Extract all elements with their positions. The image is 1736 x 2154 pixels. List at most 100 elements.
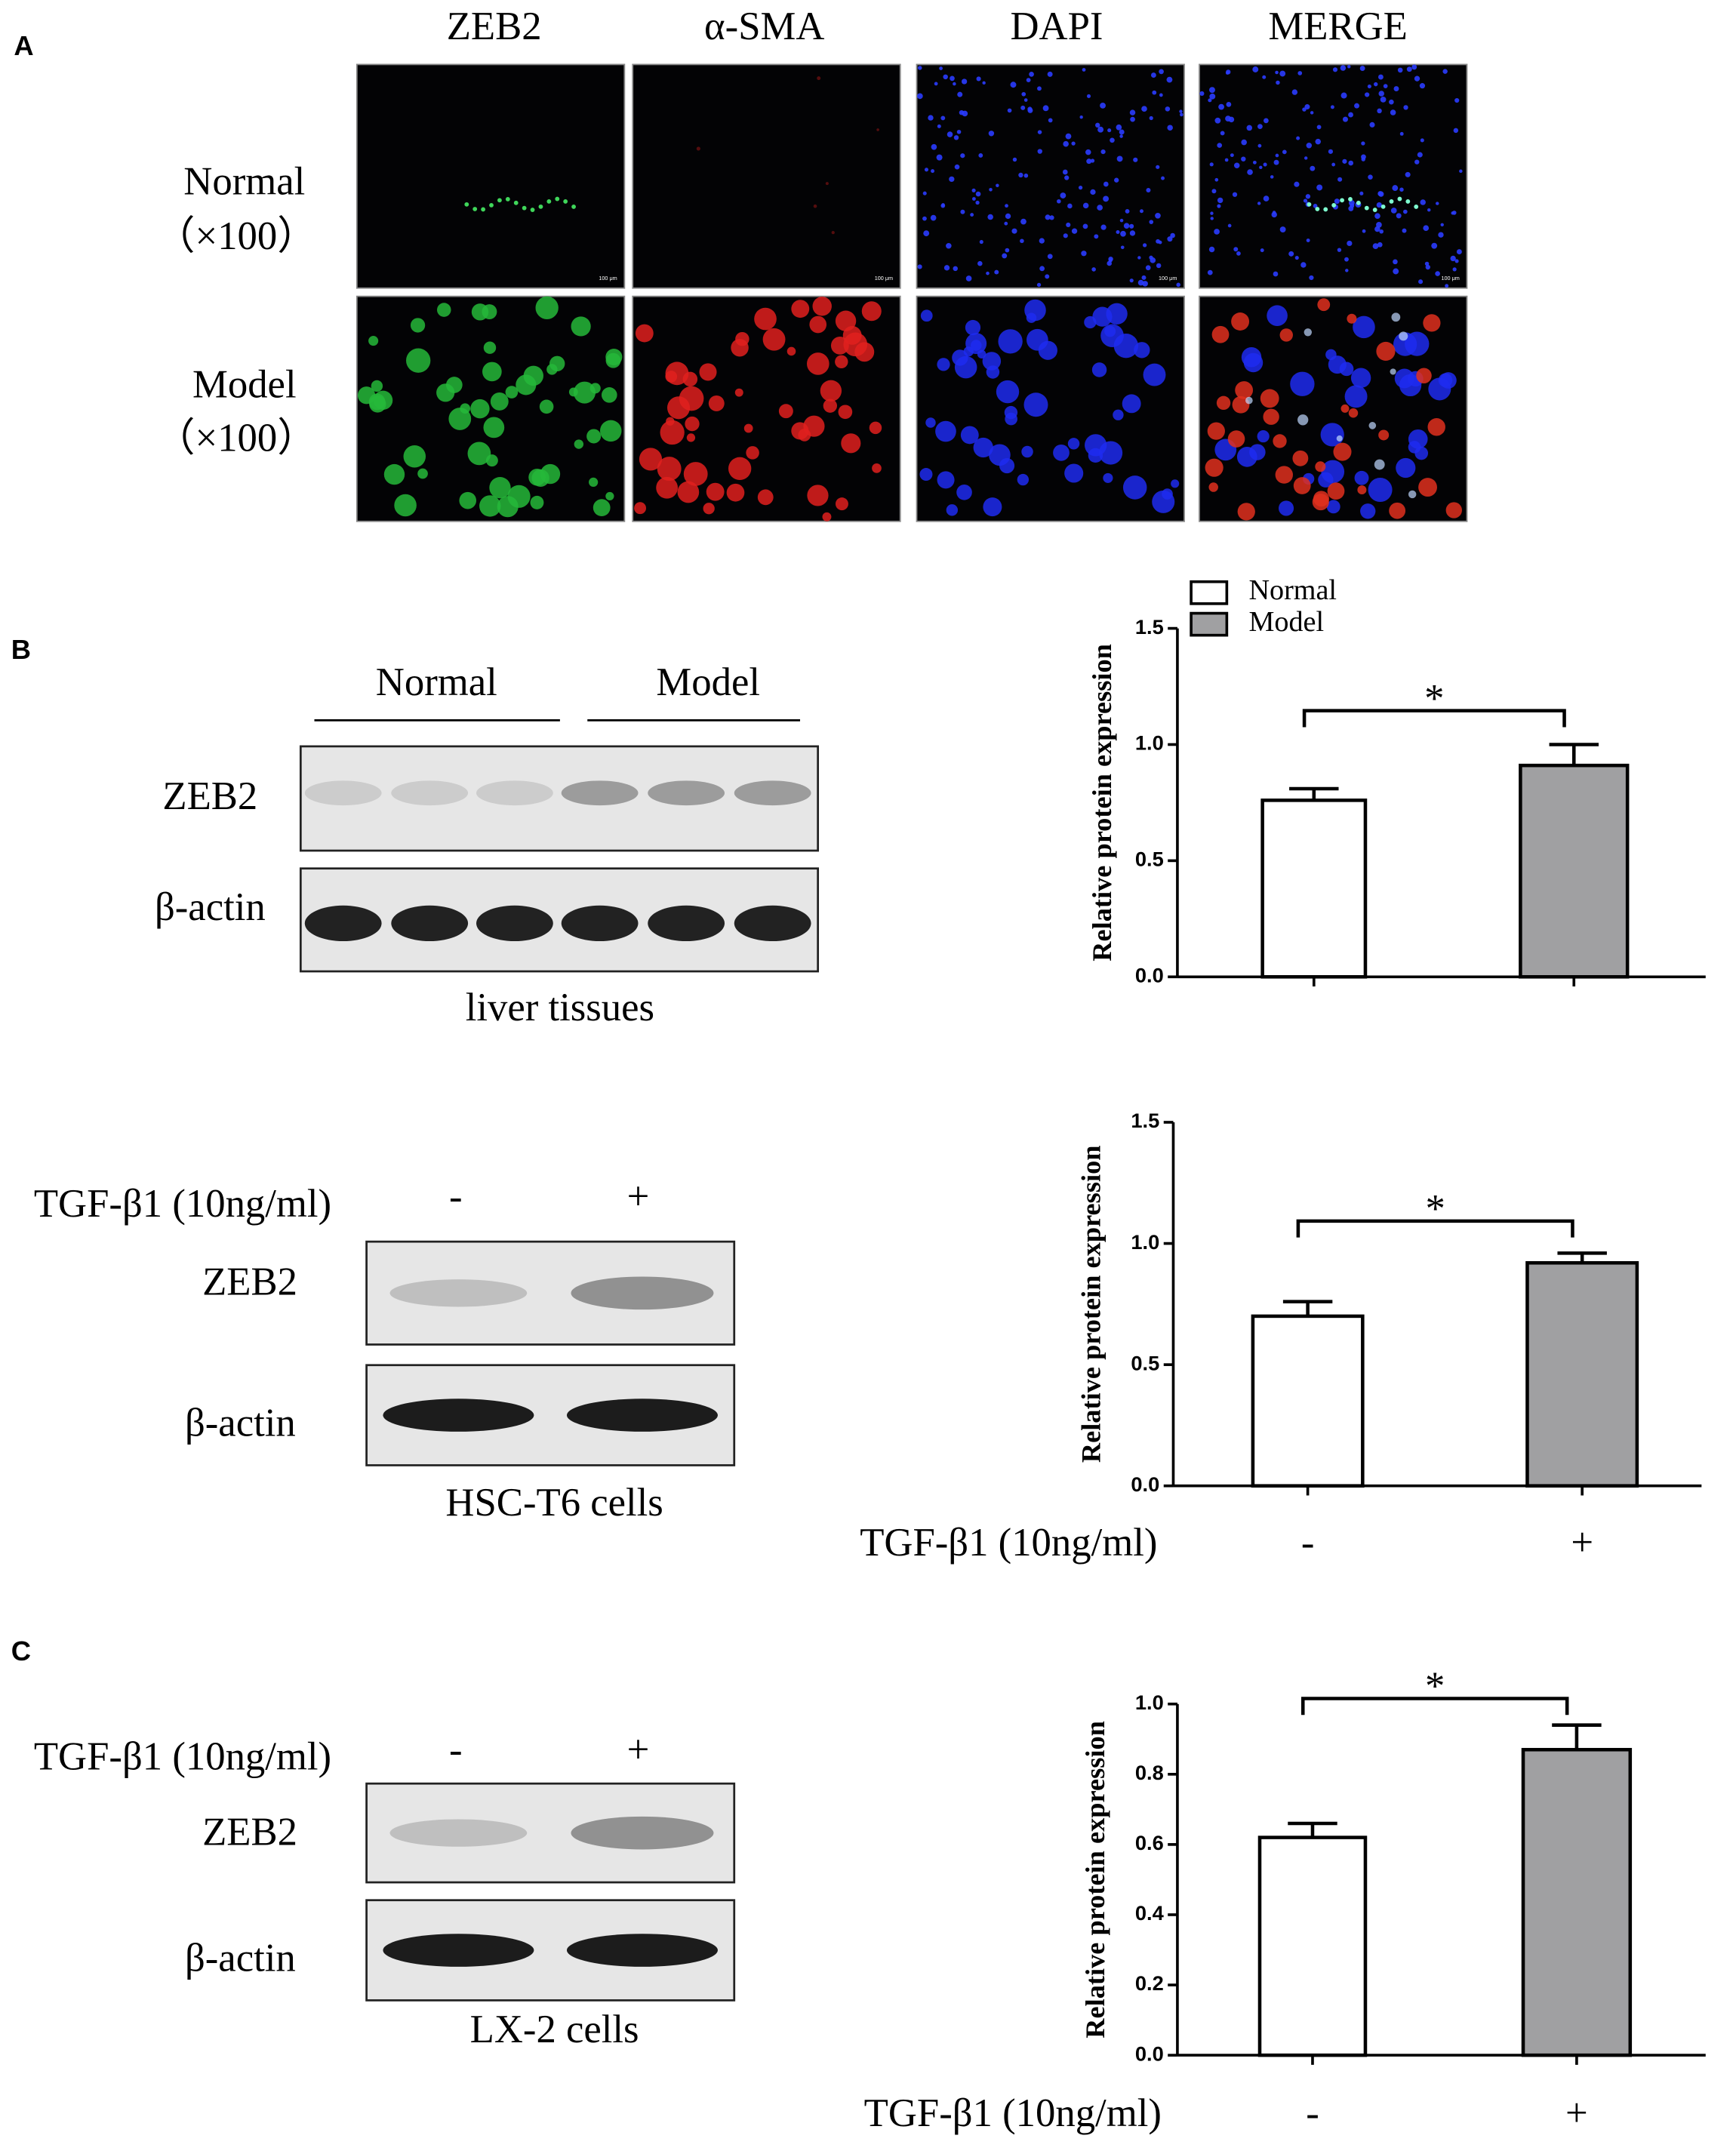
blot-band [734,905,811,942]
micrograph-speck [1209,93,1216,100]
micrograph-speck [973,437,993,458]
micrograph-speck [971,188,976,192]
micrograph-speck [1217,204,1221,208]
micrograph-speck [1004,221,1008,226]
micrograph-speck [778,404,793,419]
micrograph-speck [1214,177,1219,182]
blot-band [304,905,382,942]
label: Model [192,363,297,407]
micrograph-speck [1396,457,1416,478]
label: Model [656,660,760,704]
micrograph-speck [1368,478,1393,503]
micrograph-speck [1294,255,1299,260]
blot-band [566,1934,718,1967]
x-tick-label: - [1301,1521,1315,1565]
micrograph-speck [1020,218,1027,225]
micrograph-speck [1278,500,1294,516]
micrograph-speck [679,386,704,411]
micrograph-speck [1039,266,1045,272]
micrograph-speck [706,482,725,501]
micrograph-speck [1342,158,1347,164]
micrograph-speck [1456,249,1462,255]
significance-bracket [1296,1219,1574,1238]
micrograph-speck [1020,238,1024,244]
blot-band [571,1276,714,1310]
micrograph-speck [1119,129,1125,135]
micrograph-speck [1374,459,1385,470]
micrograph-speck [1417,152,1423,158]
micrograph-speck [1116,124,1122,131]
micrograph-speck [952,349,968,366]
label: （×100） [155,214,317,258]
micrograph-speck [1292,450,1309,466]
micrograph-speck [368,393,386,411]
x-axis-label: TGF-β1 (10ng/ml) [860,1521,1157,1565]
micrograph-speck [1037,130,1042,134]
micrograph-speck [1210,217,1214,220]
micrograph-speck [1145,265,1151,271]
micrograph-speck [1348,196,1353,202]
micrograph-speck [1330,105,1334,109]
micrograph-speck [1339,362,1354,377]
micrograph-speck [1211,189,1217,194]
micrograph-speck [1005,412,1017,426]
micrograph-speck [1372,208,1377,212]
micrograph-speck [1340,65,1347,71]
micrograph-speck [1082,202,1089,209]
micrograph-speck [1365,92,1370,97]
micrograph-speck [1155,212,1161,219]
micrograph-speck [807,485,829,506]
micrograph-speck [1389,502,1406,519]
micrograph-speck [1245,396,1253,405]
micrograph-speck [919,468,933,482]
label: ZEB2 [162,774,257,818]
micrograph-speck [406,348,431,373]
micrograph-speck [483,417,505,438]
micrograph-speck [994,269,999,275]
micrograph-speck [531,469,549,487]
micrograph-speck [1377,108,1382,114]
micrograph-speck [685,416,700,432]
micrograph-speck [1372,243,1379,250]
micrograph-speck [1297,71,1303,75]
micrograph-speck [482,304,497,319]
micrograph-speck [1107,260,1112,266]
micrograph-speck [489,476,511,499]
micrograph-speck [522,205,527,211]
micrograph-speck [960,153,965,158]
micrograph-speck [1310,111,1314,115]
micrograph-speck [1100,102,1106,109]
micrograph-speck [1060,192,1067,198]
micrograph-speck [835,497,848,511]
micrograph-speck [1081,251,1087,257]
micrograph-speck [1389,99,1394,105]
blot-band [476,905,553,942]
micrograph-speck [1288,251,1294,257]
micrograph-speck [1062,169,1068,175]
micrograph-speck [1336,435,1343,442]
micrograph-speck [1037,149,1042,154]
micrograph-speck [1414,159,1420,165]
micrograph-speck [1380,204,1386,209]
micrograph-speck [987,214,993,220]
micrograph-speck [1180,112,1183,117]
micrograph-speck [861,301,882,322]
micrograph-speck [806,352,830,375]
micrograph-speck [998,329,1023,354]
micrograph-speck [869,421,882,435]
micrograph-speck [982,352,1002,371]
micrograph-speck [1279,70,1286,77]
micrograph-speck [1290,371,1315,396]
blot-band [648,905,725,942]
micrograph-speck [1293,477,1311,494]
micrograph-speck [1390,208,1397,214]
micrograph-speck [1331,202,1337,208]
micrograph-speck [1130,116,1135,122]
micrograph-speck [746,446,759,460]
micrograph-speck [809,315,827,334]
micrograph-speck [791,422,809,440]
micrograph-speck [1442,69,1448,74]
micrograph-speck [1397,67,1403,73]
micrograph-speck [978,153,983,158]
micrograph-speck [1313,204,1318,208]
